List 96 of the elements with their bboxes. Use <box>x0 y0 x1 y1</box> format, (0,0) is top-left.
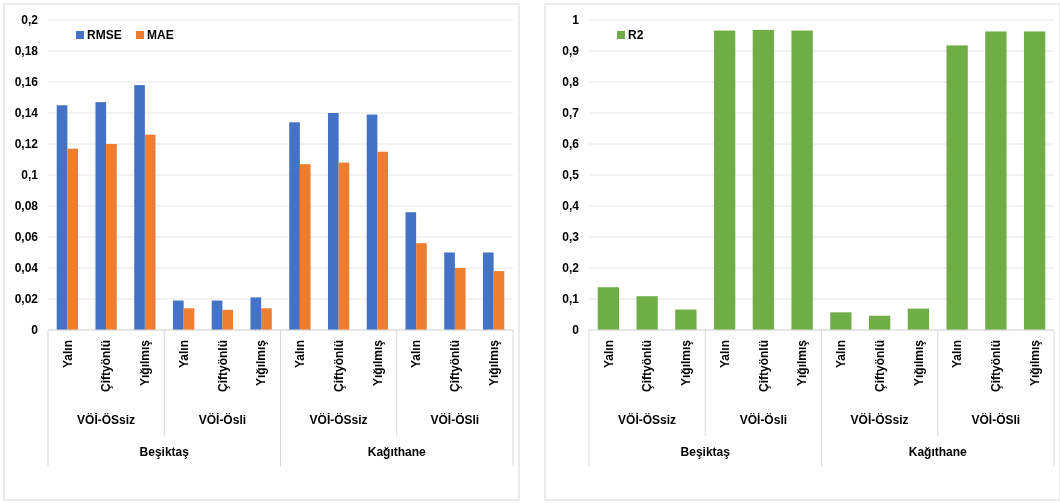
bar <box>261 308 272 330</box>
x-tick-label: Yığılmış <box>1027 339 1042 387</box>
bar <box>752 29 775 330</box>
bar <box>597 287 620 330</box>
x-tick-label: Çiftyönlü <box>99 340 114 392</box>
x-tick-label: Çiftyönlü <box>331 340 346 392</box>
y-tick-label: 0,5 <box>562 168 580 183</box>
bar <box>289 122 300 330</box>
y-tick-label: 0,02 <box>14 292 39 307</box>
y-tick-label: 1 <box>572 13 580 28</box>
bar <box>868 315 891 330</box>
y-tick-label: 0,2 <box>21 13 39 28</box>
y-tick-label: 0,4 <box>562 199 580 214</box>
bar <box>183 308 195 330</box>
y-tick-label: 0,04 <box>14 261 39 276</box>
bar <box>144 134 156 330</box>
bar <box>482 252 494 330</box>
text: VÖİ-Ösli <box>198 412 247 427</box>
x-tick-label: Yalın <box>834 340 849 369</box>
text: Kağıthane <box>908 445 968 459</box>
x-tick-label: Yığılmış <box>795 339 810 387</box>
text: Beşiktaş <box>680 445 731 459</box>
bar <box>675 309 697 330</box>
bar <box>493 271 505 330</box>
y-tick-label: 0,14 <box>14 106 39 121</box>
bar <box>106 144 117 330</box>
bar <box>985 31 1007 330</box>
y-tick-label: 0,06 <box>14 230 39 245</box>
x-tick-label: Yığılmış <box>370 339 385 387</box>
x-tick-label: Çiftyönlü <box>215 340 230 392</box>
y-tick-label: 0,12 <box>14 137 39 152</box>
text: VÖİ-ÖSli <box>430 412 480 427</box>
x-tick-label: Yalın <box>293 340 308 369</box>
y-tick-label: 0,9 <box>562 44 580 59</box>
y-tick-label: 0,8 <box>562 75 580 90</box>
x-tick-label: Çiftyönlü <box>756 340 771 392</box>
y-tick-label: 0,18 <box>14 44 39 59</box>
x-tick-label: Yığılmış <box>679 339 694 387</box>
y-tick-label: 0,1 <box>21 168 39 183</box>
x-tick-label: Yalın <box>950 340 965 369</box>
x-tick-label: Yalın <box>409 340 424 369</box>
y-tick-label: 0 <box>572 323 580 338</box>
text: VÖİ-ÖSsiz <box>618 412 677 427</box>
x-tick-label: Yalın <box>601 340 616 369</box>
bar <box>791 30 813 330</box>
bar <box>222 309 234 330</box>
text: VÖİ-ÖSsiz <box>309 412 368 427</box>
bar <box>56 105 68 330</box>
x-tick-label: Yığılmış <box>486 339 501 387</box>
text: Kağıthane <box>367 445 427 459</box>
text: VÖİ-ÖSsiz <box>77 412 136 427</box>
y-tick-label: 0,1 <box>562 292 580 307</box>
x-tick-label: Çiftyönlü <box>448 340 463 392</box>
y-tick-label: 0,2 <box>562 261 580 276</box>
x-tick-label: Yalın <box>176 340 191 369</box>
y-tick-label: 0,7 <box>562 106 580 121</box>
x-tick-label: Yalın <box>60 340 75 369</box>
x-tick-label: Yığılmış <box>254 339 269 387</box>
bar <box>830 312 852 330</box>
bar <box>713 30 736 330</box>
y-tick-label: 0,08 <box>14 199 39 214</box>
bar <box>67 148 79 330</box>
bar <box>636 296 658 330</box>
bar <box>327 113 339 330</box>
text: VÖİ-ÖSli <box>971 412 1021 427</box>
x-tick-label: Çiftyönlü <box>989 340 1004 392</box>
text: VÖİ-ÖSsiz <box>850 412 909 427</box>
bar <box>377 151 389 330</box>
bar <box>338 162 350 330</box>
y-tick-label: 0,3 <box>562 230 580 245</box>
x-tick-label: Yığılmış <box>138 339 153 387</box>
x-tick-label: Çiftyönlü <box>640 340 655 392</box>
bar <box>405 212 417 330</box>
bar <box>250 297 262 330</box>
text: Beşiktaş <box>139 445 190 459</box>
legend-label: RMSE <box>87 28 122 43</box>
legend-label: MAE <box>147 28 174 43</box>
bar <box>95 102 107 330</box>
bar <box>134 85 145 330</box>
x-tick-label: Yığılmış <box>911 339 926 387</box>
bar <box>907 308 930 330</box>
y-tick-label: 0,6 <box>562 137 580 152</box>
text: VÖİ-Ösli <box>739 412 788 427</box>
bar <box>416 243 427 330</box>
legend-label: R2 <box>628 28 644 43</box>
bar <box>454 268 466 330</box>
y-tick-label: 0 <box>31 323 39 338</box>
bar <box>444 252 455 330</box>
bar <box>1023 31 1046 330</box>
x-tick-label: Yalın <box>717 340 732 369</box>
bar <box>946 45 968 330</box>
bar <box>172 300 184 330</box>
bar <box>366 114 378 330</box>
bar <box>299 164 311 330</box>
x-tick-label: Çiftyönlü <box>872 340 887 392</box>
y-tick-label: 0,16 <box>14 75 39 90</box>
